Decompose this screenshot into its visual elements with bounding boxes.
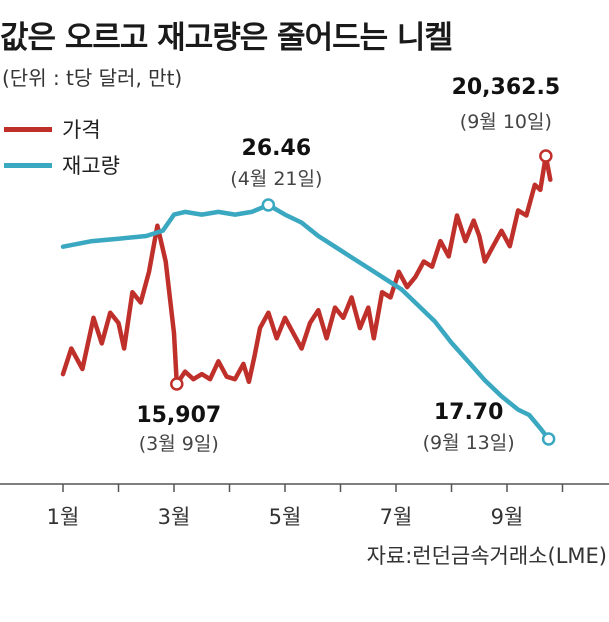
x-tick-label: 3월 bbox=[158, 505, 191, 529]
annotation-value: 20,362.5 bbox=[452, 75, 561, 100]
unit-label: (단위 : t당 달러, 만t) bbox=[2, 66, 183, 90]
x-tick-label: 5월 bbox=[269, 505, 302, 529]
legend-swatch-price bbox=[4, 126, 52, 132]
legend-item-price: 가격 bbox=[4, 114, 101, 144]
annotation-date: (3월 9일) bbox=[139, 433, 219, 455]
annotation-date: (9월 13일) bbox=[423, 432, 515, 454]
annotation-marker bbox=[541, 432, 556, 446]
annotation-value: 15,907 bbox=[136, 403, 221, 428]
x-tick-label: 9월 bbox=[491, 505, 524, 529]
annotation-marker bbox=[261, 198, 276, 212]
x-tick-label: 7월 bbox=[380, 505, 413, 529]
annotation-marker bbox=[170, 377, 184, 391]
annotation-date: (9월 10일) bbox=[460, 111, 552, 133]
legend-label-inventory: 재고량 bbox=[62, 154, 120, 178]
x-tick-label: 1월 bbox=[47, 505, 80, 529]
annotation-value: 17.70 bbox=[434, 400, 504, 425]
legend-swatch-inventory bbox=[4, 162, 52, 168]
legend-item-inventory: 재고량 bbox=[4, 150, 120, 180]
series-line-price bbox=[60, 153, 553, 387]
legend-label-price: 가격 bbox=[62, 118, 101, 142]
source-label: 자료:런던금속거래소(LME) bbox=[366, 544, 607, 568]
annotation-marker bbox=[539, 149, 553, 163]
annotation-value: 26.46 bbox=[242, 136, 312, 161]
chart-title: 값은 오르고 재고량은 줄어드는 니켈 bbox=[0, 20, 453, 56]
series-line-inventory bbox=[60, 202, 551, 442]
annotation-date: (4월 21일) bbox=[230, 168, 322, 190]
